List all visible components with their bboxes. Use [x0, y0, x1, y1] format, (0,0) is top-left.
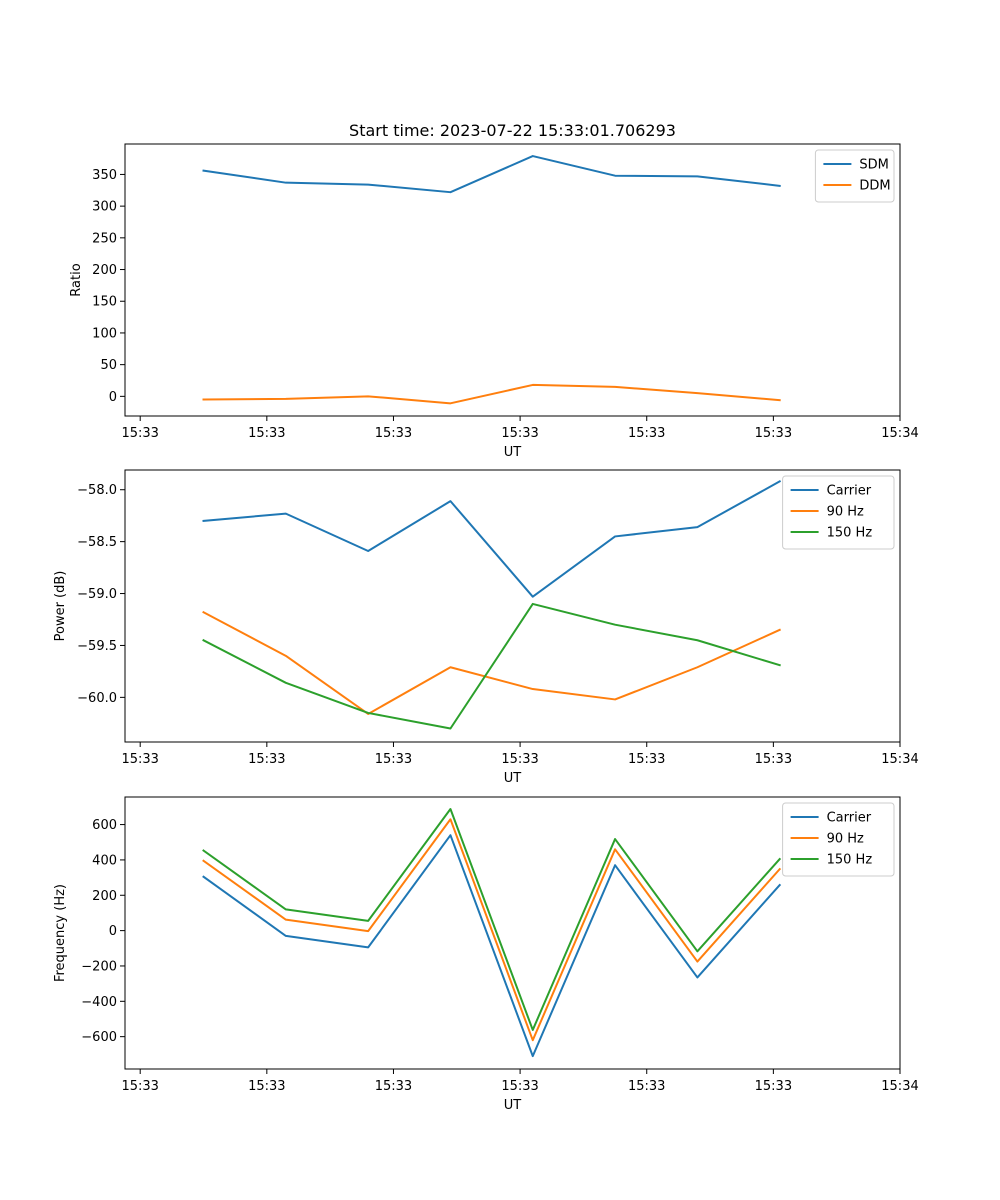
legend: Carrier 90 Hz 150 Hz	[782, 475, 895, 550]
series-line-carrier	[202, 480, 782, 598]
y-tick-label: 0	[109, 924, 117, 939]
y-tick-label: −400	[81, 995, 117, 1010]
legend-label: 150 Hz	[827, 853, 873, 868]
y-tick-label: 250	[92, 231, 117, 246]
x-tick-label: 15:33	[375, 752, 412, 767]
legend: SDM DDM	[814, 149, 895, 203]
y-axis-label: Frequency (Hz)	[53, 884, 68, 982]
x-tick-label: 15:34	[881, 752, 918, 767]
x-tick-label: 15:33	[121, 752, 158, 767]
series-line-90-hz	[202, 610, 782, 715]
x-tick-label: 15:33	[755, 752, 792, 767]
x-tick-label: 15:33	[375, 426, 412, 441]
legend-label: 90 Hz	[827, 505, 864, 520]
x-axis-label: UT	[504, 445, 522, 460]
subplot-3: 15:33 15:33 15:33 15:33 15:33 15:33 15:34 −600 −…	[53, 796, 919, 1113]
axes-frame	[124, 796, 901, 1070]
x-tick-label: 15:33	[501, 426, 538, 441]
x-tick-label: 15:33	[375, 1079, 412, 1094]
y-tick-label: 50	[100, 358, 117, 373]
x-tick-label: 15:33	[248, 1079, 285, 1094]
legend-label: 90 Hz	[827, 832, 864, 847]
y-tick-label: 600	[92, 818, 117, 833]
x-tick-label: 15:33	[248, 752, 285, 767]
x-tick-label: 15:33	[628, 1079, 665, 1094]
x-tick-label: 15:33	[755, 426, 792, 441]
subplot-2: 15:33 15:33 15:33 15:33 15:33 15:33 15:34 −60.0…	[53, 469, 919, 786]
legend-label: DDM	[859, 179, 890, 194]
x-tick-label: 15:33	[501, 752, 538, 767]
y-tick-label: 350	[92, 168, 117, 183]
y-tick-label: −58.0	[77, 483, 117, 498]
y-axis-label: Power (dB)	[53, 571, 68, 642]
y-tick-label: −58.5	[77, 535, 117, 550]
y-tick-label: −59.5	[77, 639, 117, 654]
subplot-1: 15:33 15:33 15:33 15:33 15:33 15:33 15:34 0 50 10…	[69, 143, 919, 460]
series-line-150-hz	[202, 808, 782, 1031]
legend-box	[782, 475, 895, 550]
x-tick-label: 15:33	[248, 426, 285, 441]
y-tick-label: −600	[81, 1030, 117, 1045]
y-tick-label: 150	[92, 295, 117, 310]
x-axis-label: UT	[504, 771, 522, 786]
legend-box	[782, 802, 895, 877]
legend-label: 150 Hz	[827, 526, 873, 541]
subplots: 15:33 15:33 15:33 15:33 15:33 15:33 15:34 0 50 10…	[53, 143, 919, 1113]
y-tick-label: 200	[92, 889, 117, 904]
x-tick-label: 15:33	[755, 1079, 792, 1094]
legend-label: Carrier	[827, 484, 872, 499]
y-tick-label: −200	[81, 959, 117, 974]
x-tick-label: 15:33	[121, 426, 158, 441]
y-tick-label: 400	[92, 853, 117, 868]
x-axis-label: UT	[504, 1098, 522, 1113]
y-tick-label: 300	[92, 200, 117, 215]
y-tick-label: 100	[92, 326, 117, 341]
series-line-ddm	[202, 383, 781, 405]
series-line-90-hz	[202, 818, 782, 1042]
x-tick-label: 15:33	[121, 1079, 158, 1094]
x-tick-label: 15:33	[628, 426, 665, 441]
series-line-carrier	[202, 834, 782, 1058]
legend-label: SDM	[859, 158, 888, 173]
legend: Carrier 90 Hz 150 Hz	[782, 802, 895, 877]
series-line-sdm	[202, 155, 781, 194]
y-tick-label: 200	[92, 263, 117, 278]
legend-label: Carrier	[827, 811, 872, 826]
y-tick-label: 0	[109, 390, 117, 405]
series-line-150-hz	[202, 602, 781, 730]
axes-frame	[124, 143, 901, 417]
axes-frame	[124, 469, 901, 743]
y-tick-label: −59.0	[77, 587, 117, 602]
y-axis-label: Ratio	[69, 263, 84, 296]
x-tick-label: 15:34	[881, 426, 918, 441]
x-tick-label: 15:33	[628, 752, 665, 767]
figure-title: Start time: 2023-07-22 15:33:01.706293	[349, 121, 676, 140]
x-tick-label: 15:33	[501, 1079, 538, 1094]
x-tick-label: 15:34	[881, 1079, 918, 1094]
y-tick-label: −60.0	[77, 691, 117, 706]
